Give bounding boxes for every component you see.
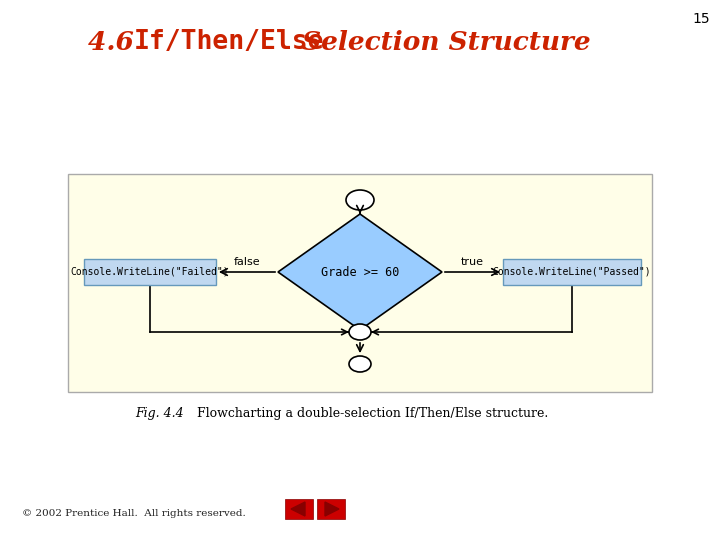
Ellipse shape: [349, 356, 371, 372]
Text: If/Then/Else: If/Then/Else: [134, 29, 325, 55]
Bar: [84, 259, 216, 285]
Text: Fig. 4.4: Fig. 4.4: [135, 407, 184, 420]
Text: Selection Structure: Selection Structure: [293, 30, 590, 55]
Text: true: true: [461, 257, 484, 267]
Text: Flowcharting a double-selection If/Then/Else structure.: Flowcharting a double-selection If/Then/…: [185, 407, 548, 420]
Text: © 2002 Prentice Hall.  All rights reserved.: © 2002 Prentice Hall. All rights reserve…: [22, 509, 246, 518]
Bar: [285, 499, 313, 519]
Bar: [68, 174, 652, 392]
Ellipse shape: [349, 324, 371, 340]
Text: false: false: [234, 257, 261, 267]
Polygon shape: [291, 502, 305, 516]
Bar: [317, 499, 345, 519]
Text: 15: 15: [693, 12, 710, 26]
Polygon shape: [325, 502, 339, 516]
Text: Console.WriteLine("Failed"): Console.WriteLine("Failed"): [71, 267, 229, 277]
Bar: [503, 259, 641, 285]
Ellipse shape: [346, 190, 374, 210]
Text: Grade >= 60: Grade >= 60: [321, 266, 399, 279]
Text: Console.WriteLine("Passed"): Console.WriteLine("Passed"): [492, 267, 652, 277]
Polygon shape: [278, 214, 442, 330]
Text: 4.6: 4.6: [88, 30, 143, 55]
